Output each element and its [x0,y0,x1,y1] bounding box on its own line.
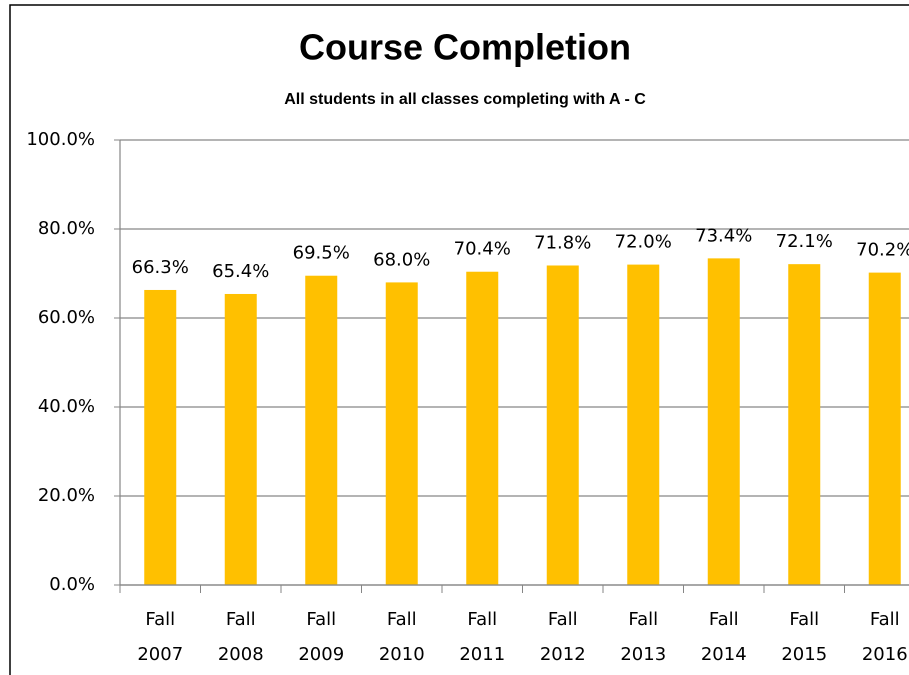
bar [707,258,740,585]
data-label: 72.0% [615,232,672,253]
y-tick-label: 60.0% [38,307,95,328]
x-tick-label: Fall 2008 [218,609,264,665]
bar [305,275,338,585]
bar [868,272,901,585]
bar [788,264,821,585]
y-tick-label: 20.0% [38,485,95,506]
data-label: 65.4% [212,261,269,282]
data-label: 70.2% [856,240,909,261]
x-tick-label: Fall 2013 [620,609,666,665]
data-label: 66.3% [132,257,189,278]
x-tick-label: Fall 2010 [379,609,425,665]
bar [224,293,257,585]
y-tick-label: 80.0% [38,218,95,239]
bar [466,271,499,585]
chart-subtitle: All students in all classes completing w… [284,91,646,108]
chart-title: Course Completion [299,27,631,68]
x-tick-label: Fall 2009 [298,609,344,665]
x-tick-label: Fall 2011 [459,609,505,665]
data-label: 72.1% [776,231,833,252]
bar [385,282,418,585]
bar [144,289,177,585]
data-label: 69.5% [293,243,350,264]
x-tick-label: Fall 2012 [540,609,586,665]
x-tick-label: Fall 2007 [137,609,183,665]
data-label: 70.4% [454,239,511,260]
bar [546,265,579,585]
y-tick-label: 40.0% [38,396,95,417]
data-label: 68.0% [373,249,430,270]
data-label: 73.4% [695,225,752,246]
x-tick-label: Fall 2016 [862,609,908,665]
x-tick-label: Fall 2014 [701,609,747,665]
data-label: 71.8% [534,232,591,253]
x-tick-label: Fall 2015 [781,609,827,665]
y-tick-label: 100.0% [26,129,95,150]
y-tick-label: 0.0% [49,574,95,595]
bar [627,264,660,585]
